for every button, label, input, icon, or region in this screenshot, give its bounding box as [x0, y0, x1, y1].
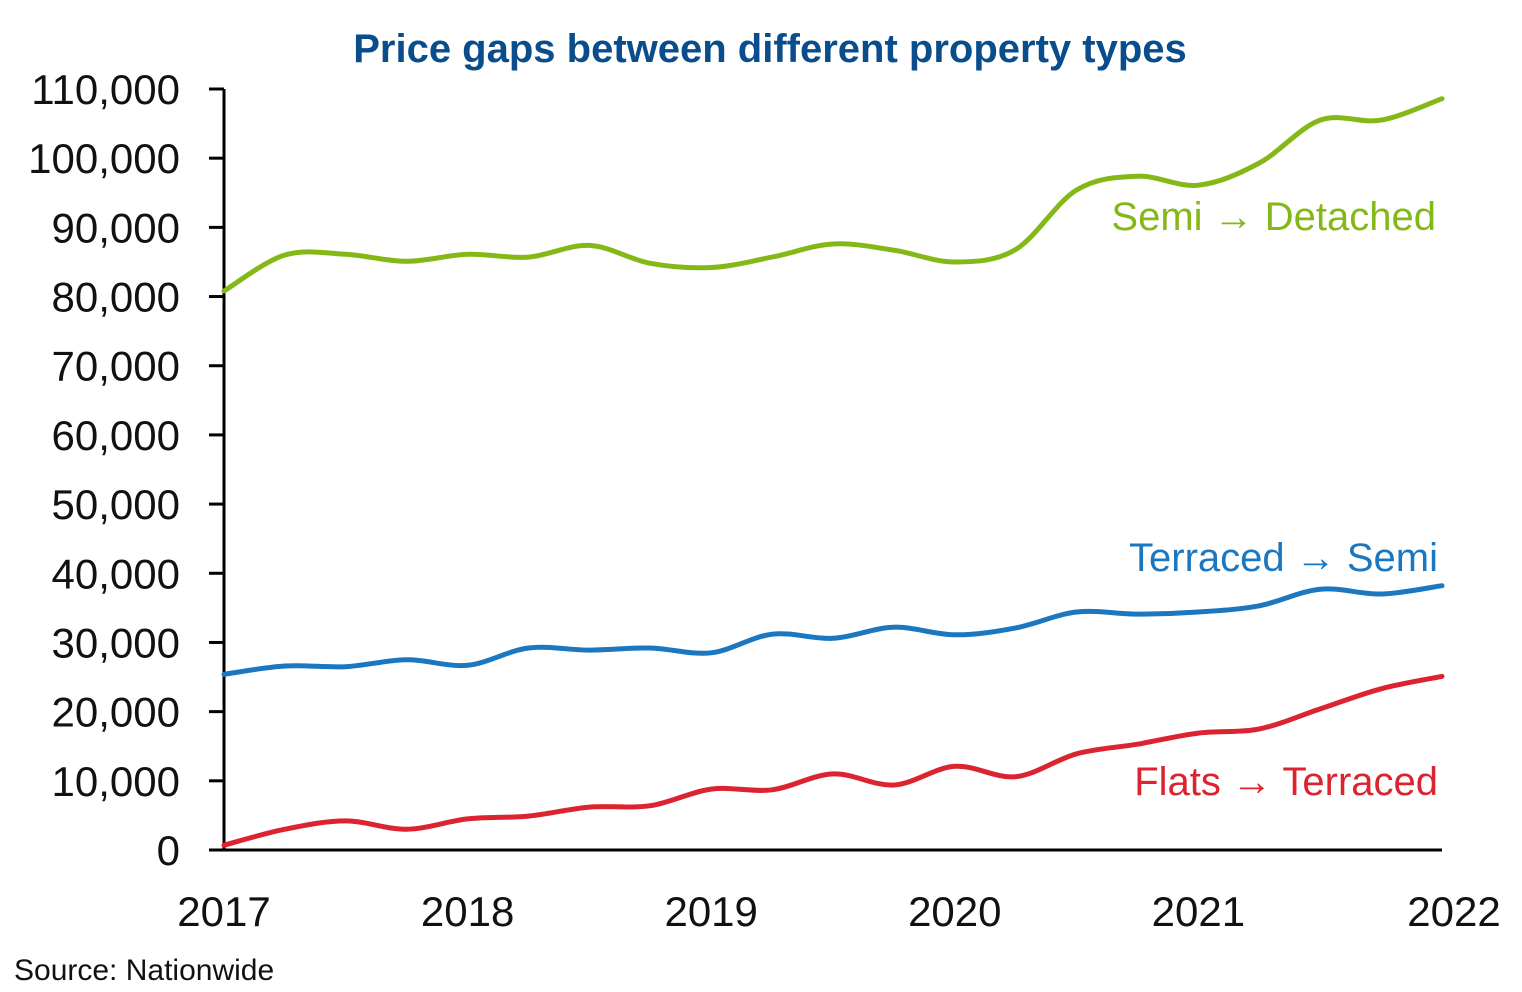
x-tick-label: 2022: [1407, 888, 1500, 935]
y-tick-label: 110,000: [31, 66, 180, 113]
source-note: Source: Nationwide: [14, 954, 274, 987]
x-tick-label: 2019: [664, 888, 757, 935]
y-tick-label: 70,000: [52, 343, 180, 390]
y-tick-label: 0: [157, 827, 180, 874]
series-label-flats-to-terraced: Flats → Terraced: [1134, 760, 1438, 804]
series-lines: [221, 96, 1445, 848]
y-tick-label: 40,000: [52, 550, 180, 597]
chart-title: Price gaps between different property ty…: [353, 27, 1187, 71]
series-label-semi-to-detached: Semi → Detached: [1111, 195, 1436, 239]
y-axis: 0 10,000 20,000 30,000 40,000 50,000 60,000 70,…: [28, 66, 226, 874]
series-line-terraced-to-semi: [221, 583, 1445, 677]
series-line-semi-to-detached: [221, 96, 1445, 294]
x-axis: 2017 2018 2019 2020 2021 2022: [177, 848, 1501, 935]
series-line-flats-to-terraced: [221, 673, 1445, 848]
y-tick-label: 90,000: [52, 204, 180, 251]
y-tick-label: 30,000: [52, 619, 180, 666]
x-tick-label: 2018: [421, 888, 514, 935]
y-tick-label: 50,000: [52, 481, 180, 528]
y-tick-label: 20,000: [52, 689, 180, 736]
y-tick-label: 10,000: [52, 758, 180, 805]
series-label-terraced-to-semi: Terraced → Semi: [1129, 536, 1438, 580]
x-tick-label: 2017: [177, 888, 270, 935]
y-tick-label: 100,000: [28, 135, 180, 182]
y-tick-label: 60,000: [52, 412, 180, 459]
x-tick-label: 2020: [908, 888, 1001, 935]
series-labels: Semi → Detached Terraced → Semi Flats → Te…: [1111, 195, 1438, 804]
y-tick-label: 80,000: [52, 274, 180, 321]
x-tick-label: 2021: [1152, 888, 1245, 935]
